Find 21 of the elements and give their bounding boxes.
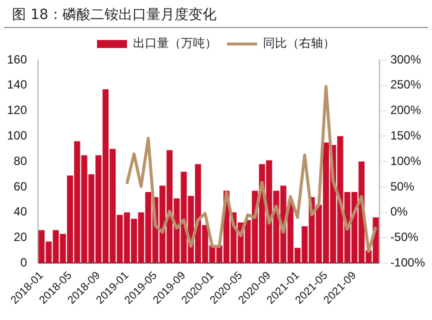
- y2-tick-label: 50%: [390, 179, 415, 194]
- y2-tick-label: 100%: [390, 154, 422, 168]
- y-tick-label: 0: [20, 255, 28, 270]
- y2-tick-label: 300%: [390, 52, 422, 66]
- y-tick-label: 20: [14, 230, 28, 244]
- y2-tick-label: -50%: [390, 230, 419, 244]
- y2-tick-label: -100%: [390, 255, 426, 270]
- y-tick-label: 80: [14, 154, 28, 168]
- y2-tick-label: 150%: [390, 128, 422, 142]
- y-tick-label: 40: [14, 204, 28, 219]
- y-tick-label: 100: [6, 128, 28, 142]
- y-tick-label: 140: [6, 78, 28, 92]
- y2-tick-label: 200%: [390, 103, 422, 118]
- legend-label: 出口量（万吨）: [133, 36, 217, 50]
- y2-tick-label: 250%: [390, 78, 422, 92]
- legend-label: 同比（右轴）: [263, 36, 335, 50]
- y-tick-label: 60: [14, 179, 28, 194]
- y2-tick-label: 0%: [390, 204, 408, 219]
- y-tick-label: 120: [6, 103, 28, 118]
- chart-title: 图 18：磷酸二铵出口量月度变化: [4, 0, 428, 28]
- y-tick-label: 160: [6, 52, 28, 66]
